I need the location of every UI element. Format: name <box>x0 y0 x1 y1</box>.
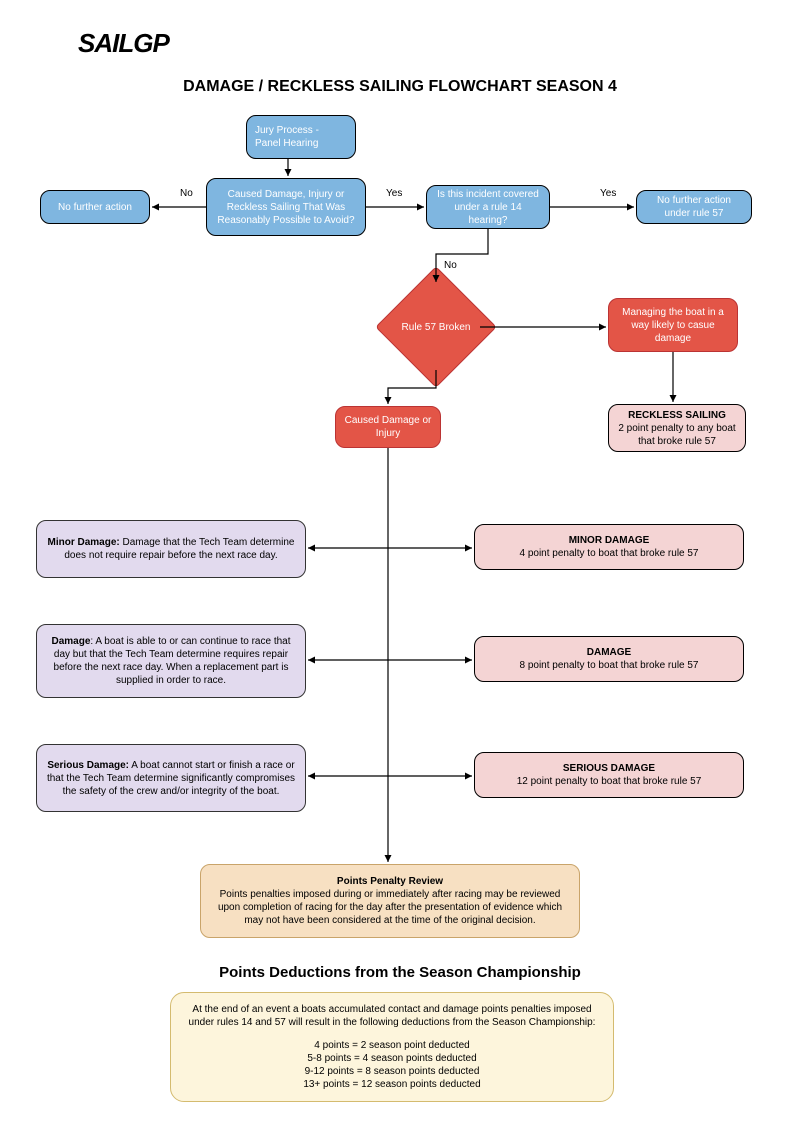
ded-3: 9-12 points = 8 season points deducted <box>305 1065 480 1078</box>
node-nfa-left: No further action <box>40 190 150 224</box>
node-caused-damage: Caused Damage or Injury <box>335 406 441 448</box>
ded-4: 13+ points = 12 season points deducted <box>303 1078 480 1091</box>
node-ser-def: Serious Damage: A boat cannot start or f… <box>36 744 306 812</box>
node-minor-pen: MINOR DAMAGE 4 point penalty to boat tha… <box>474 524 744 570</box>
dmg-pen-title: DAMAGE <box>587 646 631 659</box>
review-body: Points penalties imposed during or immed… <box>209 888 571 927</box>
label-no-1: No <box>180 188 193 199</box>
node-rule57-label: Rule 57 Broken <box>386 322 486 333</box>
minor-pen-body: 4 point penalty to boat that broke rule … <box>519 547 698 560</box>
reckless-body: 2 point penalty to any boat that broke r… <box>617 422 737 448</box>
node-nfa-right: No further action under rule 57 <box>636 190 752 224</box>
ded-2: 5-8 points = 4 season points deducted <box>307 1052 476 1065</box>
node-minor-def: Minor Damage: Damage that the Tech Team … <box>36 520 306 578</box>
page-title: DAMAGE / RECKLESS SAILING FLOWCHART SEAS… <box>0 78 800 96</box>
node-jury: Jury Process - Panel Hearing <box>246 115 356 159</box>
dmg-pen-body: 8 point penalty to boat that broke rule … <box>519 659 698 672</box>
node-reckless: RECKLESS SAILING 2 point penalty to any … <box>608 404 746 452</box>
ser-def-title: Serious Damage: <box>47 760 129 771</box>
ser-pen-body: 12 point penalty to boat that broke rule… <box>517 775 702 788</box>
deductions-title: Points Deductions from the Season Champi… <box>0 964 800 981</box>
node-managing: Managing the boat in a way likely to cas… <box>608 298 738 352</box>
ded-1: 4 points = 2 season point deducted <box>314 1039 469 1052</box>
reckless-title: RECKLESS SAILING <box>628 409 726 422</box>
ser-pen-title: SERIOUS DAMAGE <box>563 762 655 775</box>
label-yes-1: Yes <box>386 188 402 199</box>
node-deductions: At the end of an event a boats accumulat… <box>170 992 614 1102</box>
logo: SAILGP <box>78 28 169 59</box>
node-dmg-pen: DAMAGE 8 point penalty to boat that brok… <box>474 636 744 682</box>
node-caused: Caused Damage, Injury or Reckless Sailin… <box>206 178 366 236</box>
node-rule14: Is this incident covered under a rule 14… <box>426 185 550 229</box>
review-title: Points Penalty Review <box>337 875 443 888</box>
node-ser-pen: SERIOUS DAMAGE 12 point penalty to boat … <box>474 752 744 798</box>
minor-pen-title: MINOR DAMAGE <box>569 534 650 547</box>
minor-def-title: Minor Damage: <box>48 537 120 548</box>
label-yes-2: Yes <box>600 188 616 199</box>
ded-intro: At the end of an event a boats accumulat… <box>179 1003 605 1029</box>
node-review: Points Penalty Review Points penalties i… <box>200 864 580 938</box>
dmg-def-body: : A boat is able to or can continue to r… <box>54 636 291 686</box>
dmg-def-title: Damage <box>51 636 90 647</box>
label-no-2: No <box>444 260 457 271</box>
node-dmg-def: Damage: A boat is able to or can continu… <box>36 624 306 698</box>
